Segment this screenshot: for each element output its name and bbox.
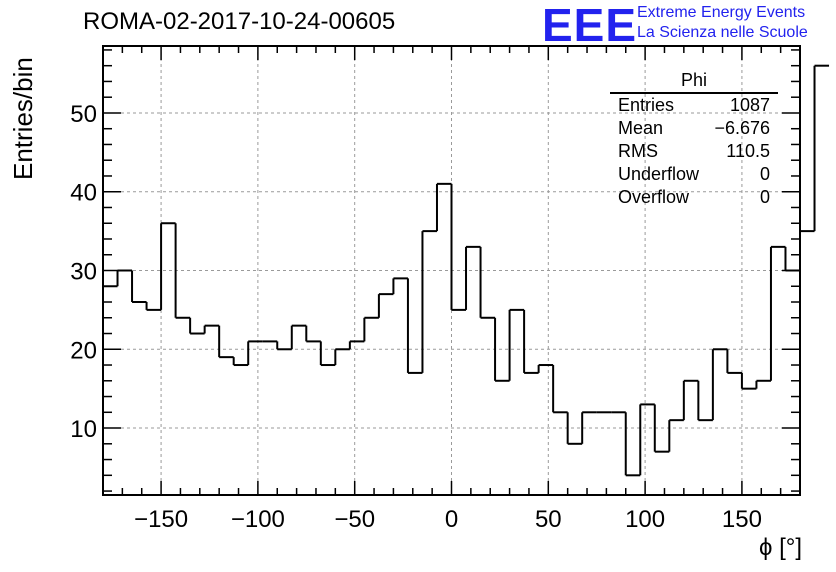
x-tick-label: 150 <box>722 506 762 533</box>
logo-line-2: La Scienza nelle Scuole <box>637 24 808 41</box>
y-axis-label: Entries/bin <box>8 57 38 180</box>
stats-label: RMS <box>618 141 658 161</box>
stats-box: Phi Entries 1087 Mean −6.676 RMS 110.5 U… <box>610 70 778 209</box>
stats-label: Mean <box>618 118 664 138</box>
stats-label: Overflow <box>618 187 690 207</box>
stats-value: 110.5 <box>726 141 770 161</box>
y-tick-label: 40 <box>70 180 97 207</box>
y-tick-label: 10 <box>70 416 97 443</box>
stats-value: 1087 <box>729 95 770 115</box>
chart-title: ROMA-02-2017-10-24-00605 <box>83 8 396 35</box>
x-tick-label: −50 <box>334 506 375 533</box>
x-tick-label: −100 <box>231 506 285 533</box>
x-tick-label: 50 <box>535 506 562 533</box>
y-tick-label: 30 <box>70 259 97 286</box>
stats-label: Entries <box>618 95 675 115</box>
stats-value: 0 <box>759 164 770 184</box>
y-tick-label: 50 <box>70 101 97 128</box>
stats-label: Underflow <box>618 164 700 184</box>
x-tick-label: 100 <box>625 506 665 533</box>
stats-value: −6.676 <box>714 118 770 138</box>
stats-row-underflow: Underflow 0 <box>610 163 778 186</box>
stats-value: 0 <box>759 187 770 207</box>
stats-row-rms: RMS 110.5 <box>610 140 778 163</box>
eee-logo: EEE <box>542 0 638 51</box>
logo-line-1: Extreme Energy Events <box>637 4 806 21</box>
y-tick-label: 20 <box>70 337 97 364</box>
stats-row-overflow: Overflow 0 <box>610 186 778 209</box>
stats-row-entries: Entries 1087 <box>610 94 778 117</box>
stats-title: Phi <box>610 70 778 94</box>
x-axis-label: ϕ [°] <box>758 534 802 561</box>
x-tick-label: −150 <box>134 506 188 533</box>
x-tick-label: 0 <box>445 506 458 533</box>
stats-row-mean: Mean −6.676 <box>610 117 778 140</box>
